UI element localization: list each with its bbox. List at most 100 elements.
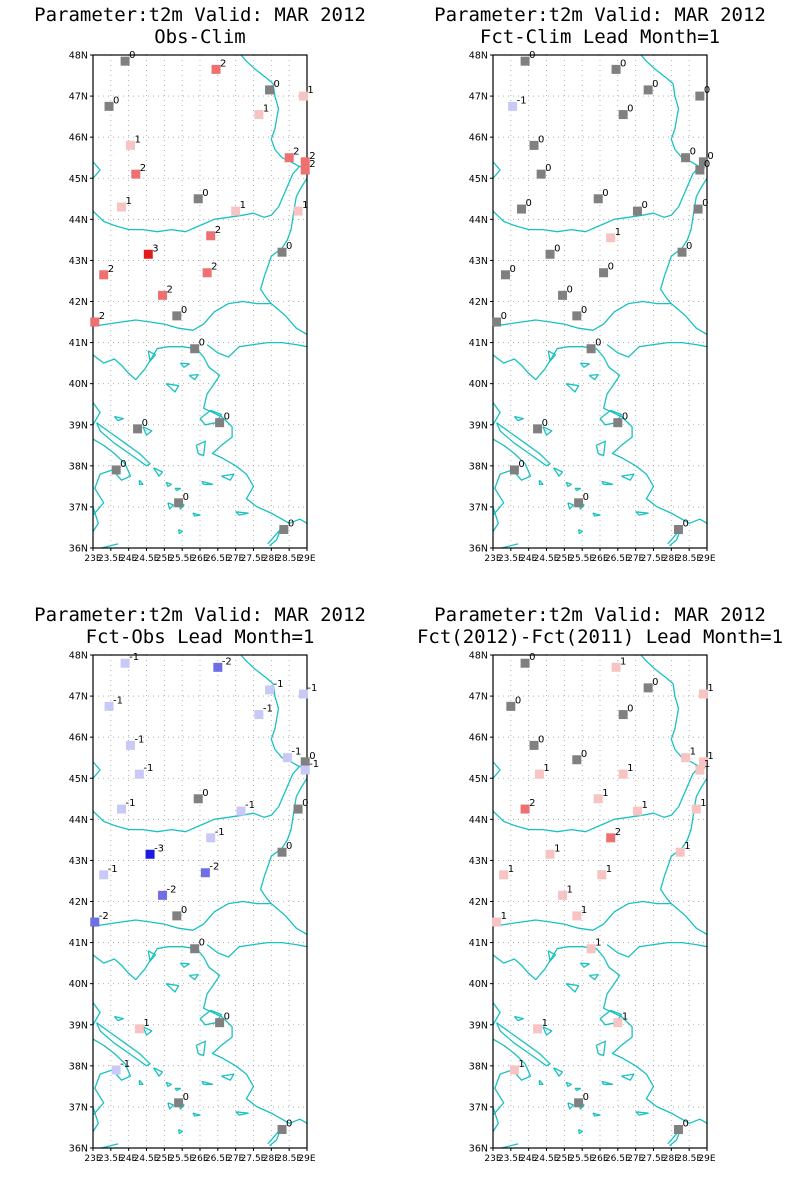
station-marker [104, 101, 114, 111]
station: 0 [300, 751, 316, 767]
station: 0 [277, 241, 292, 257]
coastline [493, 506, 499, 532]
lat-tick-label: 41N [69, 938, 88, 949]
island-outline [177, 528, 183, 535]
island-outline [142, 1026, 153, 1036]
station-value-label: 1 [700, 798, 706, 809]
station-value-label: -1 [134, 734, 144, 745]
station-marker [492, 917, 502, 927]
island-outline [188, 373, 199, 381]
lat-tick-label: 41N [469, 338, 488, 349]
island-outline [147, 950, 157, 962]
coastline [493, 900, 672, 931]
island-outline [601, 1080, 614, 1085]
station: 0 [681, 147, 696, 163]
lon-tick-label: 25.5E [569, 1154, 595, 1164]
station-value-label: -2 [222, 656, 232, 667]
island-outline [174, 1087, 182, 1092]
panel-title: Parameter:t2m Valid: MAR 2012 [434, 604, 766, 626]
island-outline [201, 1080, 214, 1085]
station-value-label: 0 [142, 418, 148, 429]
lon-tick-label: 28.5E [276, 1154, 302, 1164]
station: 0 [558, 284, 573, 300]
station: 0 [572, 749, 587, 765]
station-value-label: -1 [291, 747, 301, 758]
station-marker [529, 140, 539, 150]
station: 0 [293, 798, 308, 814]
station-marker [298, 91, 308, 101]
coastline-layer [93, 55, 307, 548]
station-value-label: 0 [518, 459, 524, 470]
station-marker [533, 424, 543, 434]
lon-tick-label: 28E [663, 554, 680, 564]
lat-tick-label: 46N [469, 733, 488, 744]
lat-tick-label: 37N [469, 1102, 488, 1113]
lat-tick-label: 44N [469, 815, 488, 826]
station: 0 [193, 788, 209, 804]
axis-labels: 48N47N46N45N44N43N42N41N40N39N38N37N36N2… [69, 651, 316, 1165]
lon-tick-label: 28E [663, 1154, 680, 1164]
station: 1 [231, 200, 246, 216]
station-marker [545, 849, 555, 859]
station-marker [520, 804, 530, 814]
station-marker [558, 290, 568, 300]
station-marker [492, 317, 502, 327]
station-marker [99, 270, 109, 280]
station-marker [695, 165, 705, 175]
lon-tick-label: 23.5E [98, 554, 124, 564]
coastline [259, 777, 307, 905]
island-outline [579, 362, 590, 368]
lat-tick-label: 43N [69, 256, 88, 267]
station-value-label: 0 [515, 695, 521, 706]
station: 0 [529, 734, 544, 750]
lon-tick-label: 27E [227, 554, 244, 564]
station: 2 [202, 262, 218, 278]
station: 0 [611, 58, 626, 74]
island-outline [574, 487, 582, 492]
station-marker [277, 1125, 287, 1135]
lon-tick-label: 27.5E [641, 554, 667, 564]
station-value-label: 1 [690, 747, 696, 758]
station-value-label: 0 [686, 241, 692, 252]
station: -1 [508, 95, 527, 111]
station-value-label: 1 [143, 1018, 149, 1029]
lat-tick-label: 37N [469, 502, 488, 513]
station: 0 [133, 418, 148, 434]
station-marker [215, 1018, 225, 1028]
island-outline [195, 440, 206, 457]
station-marker [279, 525, 289, 535]
station: -2 [213, 656, 232, 672]
station: 1 [611, 656, 626, 672]
lat-tick-label: 48N [469, 51, 488, 62]
coastline [206, 341, 307, 358]
station: 1 [698, 751, 714, 767]
station-value-label: -1 [309, 759, 319, 770]
station-map: 48N47N46N45N44N43N42N41N40N39N38N37N36N2… [69, 651, 319, 1165]
island-outline [547, 350, 557, 362]
island-outline [565, 983, 580, 993]
station: 0 [215, 412, 230, 428]
lat-tick-label: 36N [469, 1144, 488, 1155]
station: 0 [695, 85, 710, 101]
station-value-label: 0 [704, 85, 710, 96]
lat-tick-label: 38N [69, 1061, 88, 1072]
lon-tick-label: 23.5E [98, 1154, 124, 1164]
station-marker [111, 1065, 121, 1075]
station-marker [606, 833, 616, 843]
station-value-label: -1 [108, 864, 118, 875]
station-value-label: 1 [307, 85, 313, 96]
station-marker [574, 1098, 584, 1108]
station: 0 [215, 1012, 230, 1028]
panel-title: Parameter:t2m Valid: MAR 2012 [34, 604, 366, 626]
island-outline [96, 422, 151, 467]
island-outline [153, 1067, 164, 1077]
station: 1 [586, 938, 601, 954]
island-outline [579, 962, 590, 968]
station-marker [120, 56, 130, 66]
coastline [93, 1106, 99, 1132]
station-marker [534, 769, 544, 779]
station-value-label: 0 [620, 58, 626, 69]
island-outline [621, 473, 635, 481]
station-marker [111, 465, 121, 475]
station: 1 [499, 864, 514, 880]
